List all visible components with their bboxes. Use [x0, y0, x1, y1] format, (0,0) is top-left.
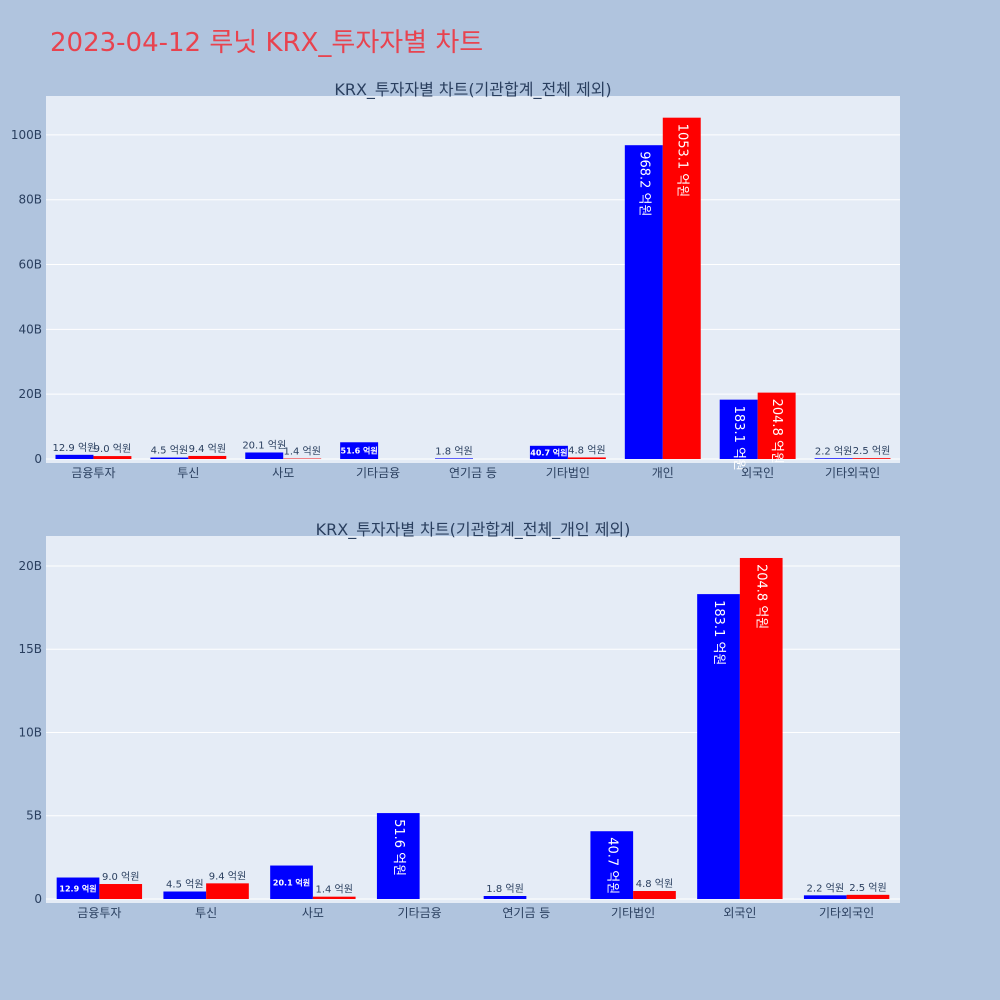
bar-data-label: 20.1 억원 — [242, 439, 286, 451]
bar — [697, 594, 740, 899]
y-tick-label: 20B — [18, 559, 42, 573]
bar-data-label: 4.8 억원 — [568, 444, 605, 456]
bar-data-label: 12.9 억원 — [59, 883, 96, 893]
x-tick-label: 투신 — [177, 466, 199, 480]
x-tick-label: 연기금 등 — [449, 466, 497, 480]
bar-data-label: 12.9 억원 — [53, 442, 97, 454]
page-title: 2023-04-12 루닛 KRX_투자자별 차트 — [50, 28, 484, 58]
x-tick-label: 사모 — [272, 466, 294, 480]
y-tick-label: 0 — [34, 452, 42, 466]
bar-data-label: 1.4 억원 — [283, 446, 320, 458]
bar — [483, 896, 527, 899]
bar-data-label: 20.1 억원 — [273, 877, 310, 887]
x-tick-label: 사모 — [302, 906, 324, 920]
chart-title: KRX_투자자별 차트(기관합계_전체_개인 제외) — [316, 520, 631, 540]
bar — [529, 445, 568, 459]
bar-data-label: 9.4 억원 — [209, 870, 246, 882]
bar — [150, 457, 189, 459]
bar — [633, 891, 676, 899]
y-tick-label: 15B — [18, 642, 42, 656]
bar — [312, 896, 356, 899]
bar-data-label: 204.8 억원 — [754, 564, 769, 629]
investor-chart-all: KRX_투자자별 차트(기관합계_전체 제외) 0 20B 40B 60B 80B 100B… — [11, 80, 900, 480]
x-tick-label: 개인 — [652, 466, 674, 480]
bar-data-label: 204.8 억원 — [769, 399, 784, 464]
bar-data-label: 4.8 억원 — [636, 878, 673, 890]
x-tick-label: 기타금융 — [356, 466, 400, 480]
bar — [846, 894, 890, 899]
bar — [590, 831, 634, 899]
bar — [56, 877, 100, 899]
x-tick-label: 외국인 — [723, 906, 756, 920]
x-tick-label: 금융투자 — [71, 466, 115, 480]
bar — [270, 865, 313, 899]
x-tick-label: 연기금 등 — [502, 906, 550, 920]
bar-data-label: 1.8 억원 — [486, 883, 523, 895]
bar — [93, 456, 132, 459]
y-tick-label: 80B — [18, 193, 42, 207]
bar — [624, 145, 663, 459]
y-tick-label: 100B — [11, 128, 42, 142]
bar — [567, 457, 606, 459]
bar — [739, 557, 783, 899]
y-tick-label: 10B — [18, 725, 42, 739]
bar-data-label: 1.8 억원 — [435, 445, 472, 457]
bar — [55, 454, 94, 459]
bar — [245, 452, 284, 459]
bar-data-label: 183.1 억원 — [711, 600, 726, 665]
chart-title: KRX_투자자별 차트(기관합계_전체 제외) — [334, 80, 611, 100]
bar — [814, 458, 853, 459]
bar-data-label: 2.5 억원 — [849, 882, 886, 894]
bar-data-label: 9.4 억원 — [189, 443, 226, 455]
bar — [99, 884, 143, 899]
bar — [852, 458, 891, 459]
y-tick-label: 60B — [18, 258, 42, 272]
bar-data-label: 9.0 억원 — [94, 443, 131, 455]
x-tick-label: 기타법인 — [611, 906, 655, 920]
x-tick-label: 외국인 — [741, 466, 774, 480]
bar-data-label: 2.2 억원 — [815, 445, 852, 457]
x-tick-label: 투신 — [195, 906, 217, 920]
x-tick-label: 기타법인 — [546, 466, 590, 480]
x-tick-label: 금융투자 — [77, 906, 121, 920]
y-tick-label: 0 — [34, 892, 42, 906]
bar — [435, 458, 473, 459]
y-tick-label: 5B — [26, 809, 42, 823]
x-tick-label: 기타외국인 — [819, 906, 874, 920]
bar-data-label: 51.6 억원 — [391, 819, 406, 876]
x-tick-label: 기타외국인 — [825, 466, 880, 480]
bar — [188, 455, 227, 459]
bar — [376, 813, 420, 899]
bar-data-label: 51.6 억원 — [341, 446, 378, 456]
y-tick-label: 20B — [18, 387, 42, 401]
bar-data-label: 183.1 억원 — [731, 406, 746, 471]
bar — [803, 895, 847, 899]
bar-data-label: 9.0 억원 — [102, 871, 139, 883]
bar-data-label: 2.2 억원 — [807, 882, 844, 894]
bar-data-label: 1053.1 억원 — [674, 124, 689, 198]
bar-data-label: 1.4 억원 — [315, 884, 352, 896]
bar-data-label: 2.5 억원 — [853, 445, 890, 457]
bar — [719, 399, 758, 459]
bar-data-label: 4.5 억원 — [151, 445, 188, 457]
bar — [163, 891, 207, 899]
y-tick-label: 40B — [18, 322, 42, 336]
bar — [206, 883, 249, 899]
bar-data-label: 40.7 억원 — [604, 837, 619, 894]
bar-data-label: 4.5 억원 — [166, 879, 203, 891]
bar — [662, 117, 701, 459]
bar-data-label: 968.2 억원 — [636, 151, 651, 216]
bar-data-label: 40.7 억원 — [530, 447, 567, 457]
x-tick-label: 기타금융 — [398, 906, 442, 920]
bar — [340, 442, 379, 459]
bar — [757, 392, 796, 459]
